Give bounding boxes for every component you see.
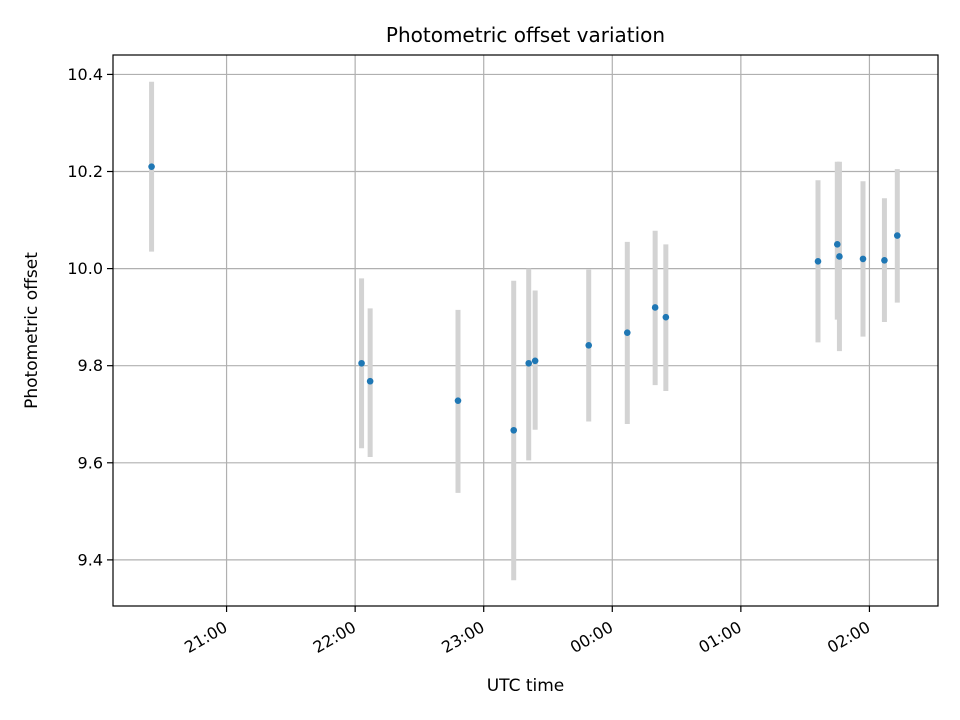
y-tick-label: 9.6 [78, 453, 103, 472]
data-point [454, 397, 462, 404]
data-point [893, 232, 901, 239]
plot-frame [112, 54, 939, 607]
data-point [859, 255, 867, 263]
data-point [531, 357, 539, 365]
point-layer [148, 163, 901, 434]
data-point [358, 359, 365, 367]
data-point [623, 329, 631, 336]
data-point [510, 426, 518, 434]
y-tick-label: 9.8 [78, 356, 103, 375]
y-axis-label: Photometric offset [22, 252, 42, 409]
y-tick-label: 10.0 [67, 259, 103, 278]
y-tick-label: 10.2 [67, 162, 103, 181]
data-point [366, 377, 374, 385]
data-point [585, 342, 593, 349]
data-point [662, 313, 670, 321]
grid-layer [113, 55, 938, 606]
data-point [833, 241, 841, 248]
data-point [836, 253, 843, 260]
y-tick-label: 10.4 [67, 65, 103, 84]
data-point [651, 304, 659, 311]
x-axis-label: UTC time [487, 676, 565, 696]
data-point [881, 257, 888, 264]
y-tick-label: 9.4 [78, 550, 103, 569]
data-point [525, 359, 533, 367]
data-point [148, 163, 155, 170]
data-point [814, 258, 822, 265]
chart-title: Photometric offset variation [386, 23, 665, 47]
